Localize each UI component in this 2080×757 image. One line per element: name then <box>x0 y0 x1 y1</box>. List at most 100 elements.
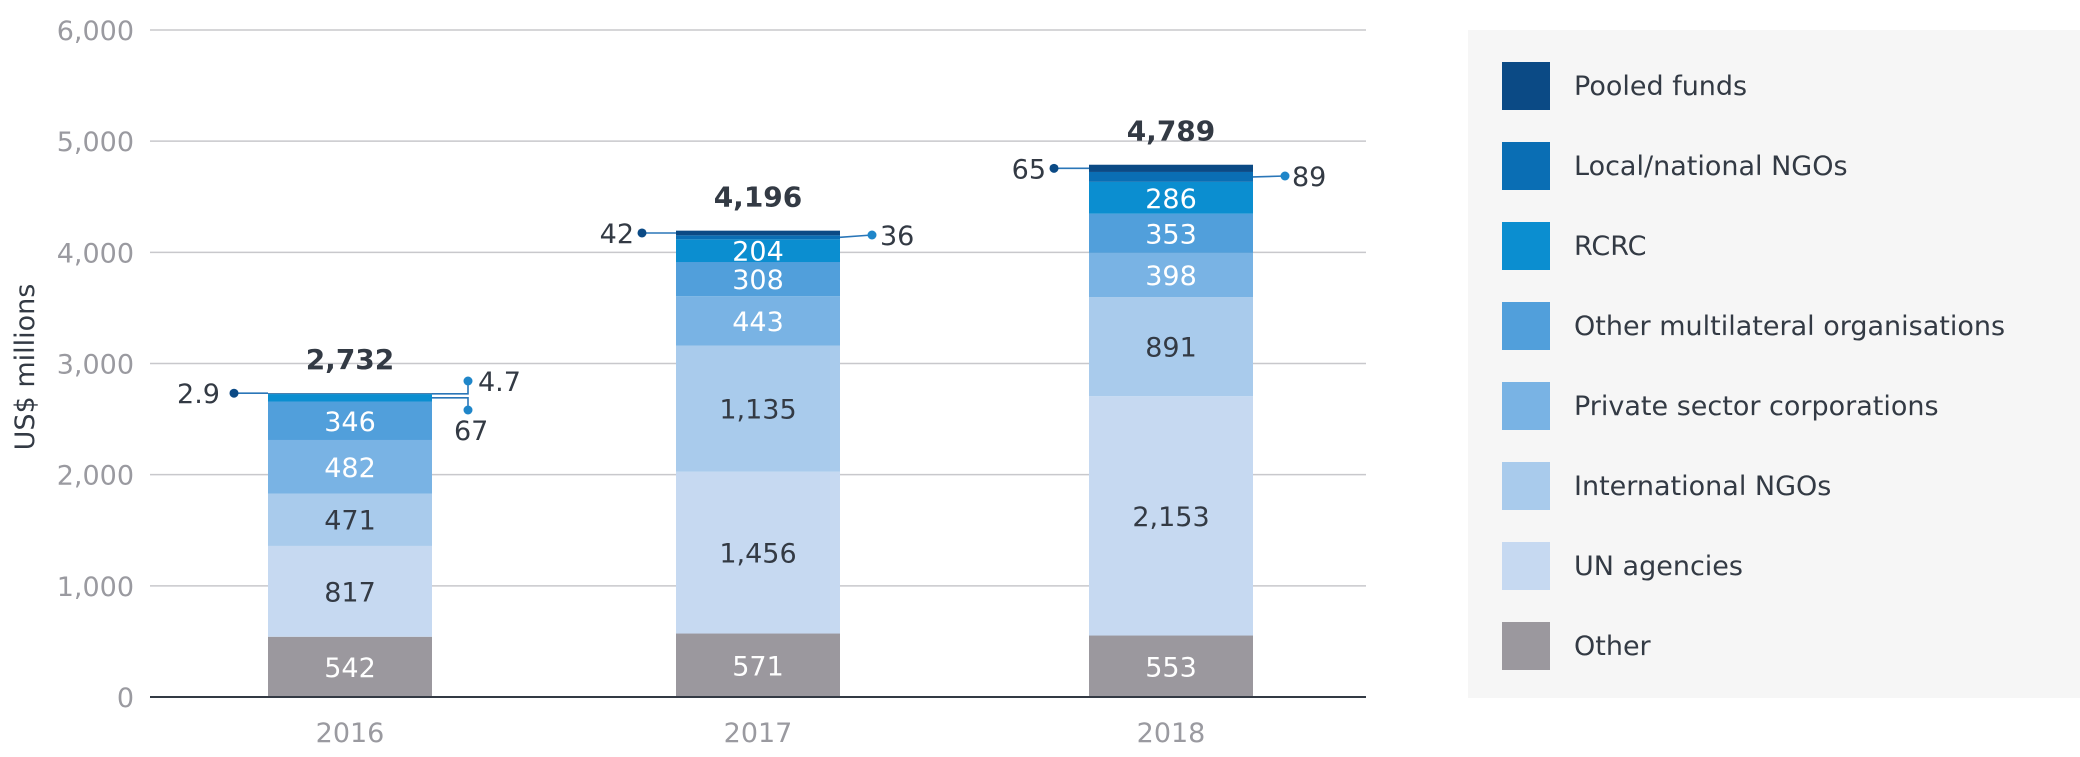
bar-stack-2018: 553 2,153 891 398 353 286 <box>1089 164 1253 697</box>
legend-item: Other multilateral organisations <box>1502 302 2005 350</box>
y-tick-label: 4,000 <box>57 238 134 269</box>
legend-label: Private sector corporations <box>1574 390 1939 422</box>
y-tick-label: 3,000 <box>57 350 134 381</box>
x-tick-label: 2018 <box>1137 718 1206 749</box>
bar-segment <box>676 262 840 297</box>
bar-stack-2016: 542 817 471 482 346 <box>268 393 432 697</box>
y-axis-label: US$ millions <box>10 284 41 451</box>
callout-label: 36 <box>880 221 914 252</box>
callout-line <box>432 381 469 395</box>
callout: 2.9 <box>177 379 268 410</box>
bar-segment <box>1089 164 1253 172</box>
callout-dot <box>867 230 877 240</box>
callout-dot <box>229 388 239 398</box>
bar-segment <box>1089 635 1253 697</box>
bar-segment <box>676 471 840 634</box>
bar-segment <box>268 393 432 394</box>
callout: 42 <box>600 219 676 250</box>
y-tick-label: 2,000 <box>57 461 134 492</box>
legend-swatch <box>1502 542 1550 590</box>
legend-item: Pooled funds <box>1502 62 1747 110</box>
bar-segment <box>1089 252 1253 298</box>
y-tick-label: 5,000 <box>57 127 134 158</box>
legend-swatch <box>1502 622 1550 670</box>
segment-data-label: 308 <box>732 265 784 296</box>
callout: 67 <box>432 396 488 447</box>
segment-data-label: 817 <box>324 577 376 608</box>
bar-segment <box>268 545 432 637</box>
legend-item: Private sector corporations <box>1502 382 1939 430</box>
callout-dot <box>463 376 473 386</box>
legend-item: Other <box>1502 622 1651 670</box>
segment-data-label: 891 <box>1145 333 1197 364</box>
bar-segment <box>676 296 840 346</box>
total-label: 4,196 <box>714 181 803 214</box>
segment-data-label: 571 <box>732 651 784 682</box>
total-label: 2,732 <box>306 343 395 376</box>
bar-segment <box>268 393 432 395</box>
bar-segment <box>1089 213 1253 253</box>
segment-data-label: 553 <box>1145 652 1197 683</box>
callout: 4.7 <box>432 367 521 398</box>
legend-label: RCRC <box>1574 230 1647 262</box>
legend-swatch <box>1502 462 1550 510</box>
callout-dot <box>1049 163 1059 173</box>
x-tick-label: 2016 <box>316 718 385 749</box>
callout-label: 67 <box>454 416 488 447</box>
y-axis-ticks: 0 1,000 2,000 3,000 4,000 5,000 6,000 <box>57 16 134 714</box>
segment-data-label: 482 <box>324 453 376 484</box>
bar-segment <box>268 394 432 402</box>
legend-swatch <box>1502 302 1550 350</box>
legend-label: Local/national NGOs <box>1574 150 1848 182</box>
callout-dot <box>1280 171 1290 181</box>
callout-label: 2.9 <box>177 379 220 410</box>
legend-item: International NGOs <box>1502 462 1831 510</box>
callout-label: 89 <box>1292 162 1326 193</box>
legend-label: Other <box>1574 630 1651 662</box>
y-tick-label: 0 <box>117 683 134 714</box>
y-tick-label: 1,000 <box>57 572 134 603</box>
segment-data-label: 1,135 <box>719 395 796 426</box>
callout-line <box>1252 175 1286 178</box>
segment-data-label: 204 <box>732 237 784 268</box>
bar-segment <box>676 633 840 697</box>
legend-swatch <box>1502 142 1550 190</box>
y-tick-label: 6,000 <box>57 16 134 47</box>
callout-label: 4.7 <box>478 367 521 398</box>
segment-data-label: 471 <box>324 506 376 537</box>
callout-label: 42 <box>600 219 634 250</box>
bar-segment <box>268 439 432 494</box>
callout: 89 <box>1252 162 1326 193</box>
callout-dot <box>463 405 473 415</box>
legend-label: Other multilateral organisations <box>1574 310 2006 342</box>
bar-segment <box>676 239 840 263</box>
bar-segment <box>268 493 432 546</box>
legend: Pooled funds Local/national NGOs RCRC Other… <box>1468 30 2080 698</box>
x-axis-ticks: 2016 2017 2018 <box>316 718 1206 749</box>
segment-data-label: 542 <box>324 653 376 684</box>
segment-data-label: 346 <box>324 407 376 438</box>
stacked-bar-chart: 0 1,000 2,000 3,000 4,000 5,000 6,000 US$ mill… <box>10 16 1366 749</box>
small-segment-callouts: 2.9 4.7 67 42 36 65 89 <box>177 154 1326 447</box>
callout-dot <box>637 228 647 238</box>
callout-line <box>432 396 469 410</box>
bar-segment <box>676 230 840 236</box>
bar-segment <box>1089 181 1253 214</box>
segment-data-label: 353 <box>1145 219 1197 250</box>
callout-line <box>839 234 873 239</box>
segment-data-label: 443 <box>732 307 784 338</box>
bar-segment <box>268 401 432 440</box>
legend-swatch <box>1502 382 1550 430</box>
bar-segment <box>1089 396 1253 636</box>
x-tick-label: 2017 <box>724 718 793 749</box>
segment-data-label: 398 <box>1145 261 1197 292</box>
segment-data-label: 2,153 <box>1132 502 1209 533</box>
legend-label: UN agencies <box>1574 550 1743 582</box>
segment-data-label: 1,456 <box>719 539 796 570</box>
callout: 65 <box>1012 154 1089 185</box>
legend-label: International NGOs <box>1574 470 1832 502</box>
legend-label: Pooled funds <box>1574 70 1748 102</box>
legend-swatch <box>1502 222 1550 270</box>
